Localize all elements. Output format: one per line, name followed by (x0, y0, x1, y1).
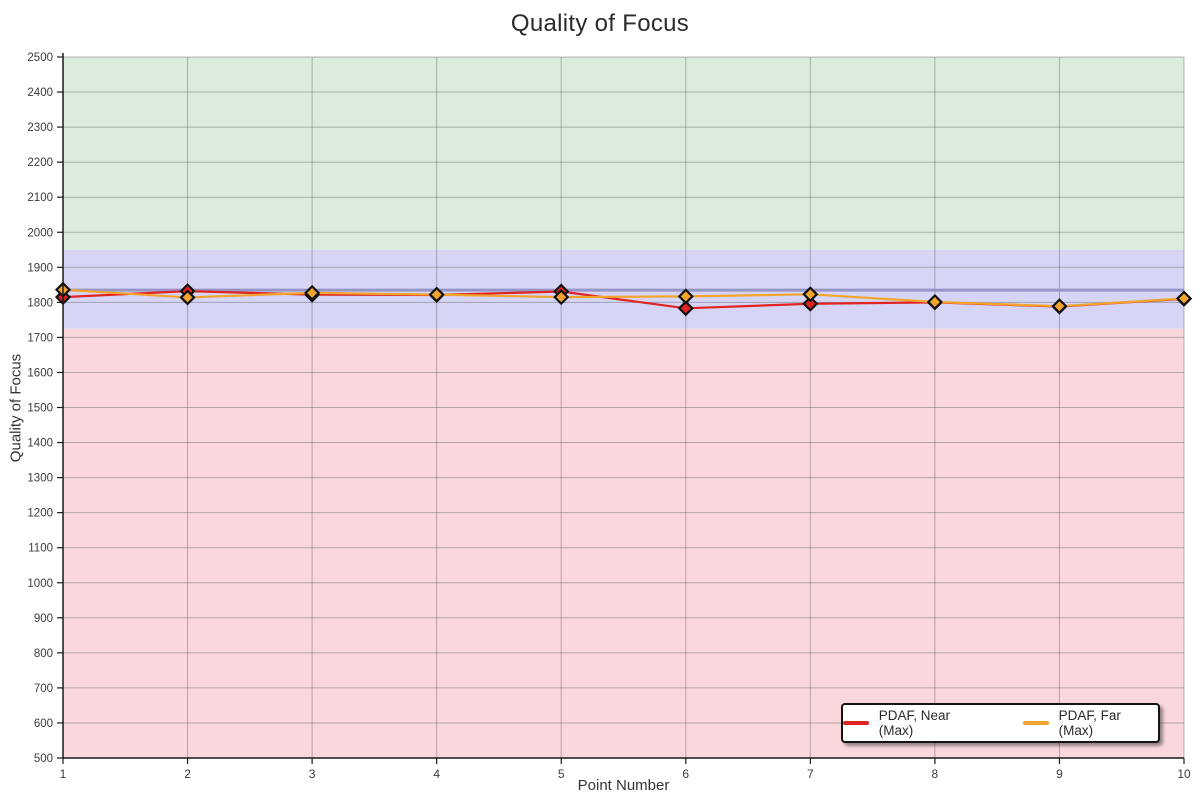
upper-green-band (63, 57, 1184, 250)
y-tick-label: 700 (34, 683, 53, 695)
legend-label: PDAF, Near (Max) (878, 708, 950, 738)
y-tick-label: 1000 (27, 578, 53, 590)
legend-item-0: PDAF, Near (Max) (843, 708, 987, 738)
y-tick-label: 2000 (27, 227, 53, 239)
y-tick-label: 2300 (27, 122, 53, 134)
data-point-marker (1175, 290, 1193, 307)
x-tick-label: 6 (682, 767, 689, 781)
legend-line-swatch (1022, 721, 1049, 725)
chart-title: Quality of Focus (510, 10, 690, 37)
x-tick-label: 9 (1056, 767, 1063, 781)
data-point-marker (1051, 298, 1068, 315)
x-tick-label: 7 (807, 767, 814, 781)
x-tick-label: 5 (558, 767, 565, 781)
y-tick-label: 1900 (27, 262, 53, 274)
x-tick-label: 1 (60, 767, 67, 781)
series-line-1 (61, 288, 1186, 308)
data-point-marker (802, 286, 819, 303)
y-tick-label: 1300 (27, 473, 53, 485)
y-axis-title: Quality of Focus (7, 353, 25, 463)
y-tick-label: 1200 (27, 508, 53, 520)
y-tick-label: 1800 (27, 297, 53, 309)
data-point-marker (428, 286, 445, 303)
x-tick-label: 8 (932, 767, 939, 781)
data-point-marker (179, 289, 196, 306)
x-tick-label: 10 (1177, 767, 1191, 781)
legend-line-swatch (843, 721, 869, 725)
x-tick-label: 2 (184, 767, 191, 781)
y-tick-label: 600 (34, 718, 53, 730)
y-tick-label: 1100 (28, 543, 53, 555)
y-tick-label: 1700 (27, 332, 53, 344)
y-tick-label: 2200 (27, 157, 53, 169)
data-point-marker (304, 284, 321, 301)
y-tick-label: 2400 (27, 87, 53, 99)
data-point-marker (926, 293, 943, 311)
data-point-marker (677, 300, 694, 317)
data-point-marker (553, 289, 570, 306)
y-tick-label: 800 (34, 648, 53, 660)
legend-item-1: PDAF, Far (Max) (1022, 708, 1158, 738)
legend: PDAF, Near (Max) PDAF, Far (Max) (841, 703, 1160, 743)
y-tick-label: 2100 (27, 192, 53, 204)
y-tick-label: 500 (34, 753, 53, 765)
y-tick-label: 1400 (27, 438, 53, 450)
data-point-marker (677, 288, 694, 305)
y-tick-label: 1500 (27, 403, 53, 415)
x-tick-label: 4 (433, 767, 440, 781)
legend-label: PDAF, Far (Max) (1058, 708, 1121, 738)
y-tick-label: 2500 (27, 52, 53, 64)
lower-pink-band (63, 328, 1184, 758)
x-axis-title: Point Number (577, 777, 670, 794)
x-tick-label: 3 (309, 767, 316, 781)
y-tick-label: 1600 (27, 367, 53, 379)
y-tick-label: 900 (34, 613, 53, 625)
data-point-marker (802, 295, 819, 312)
